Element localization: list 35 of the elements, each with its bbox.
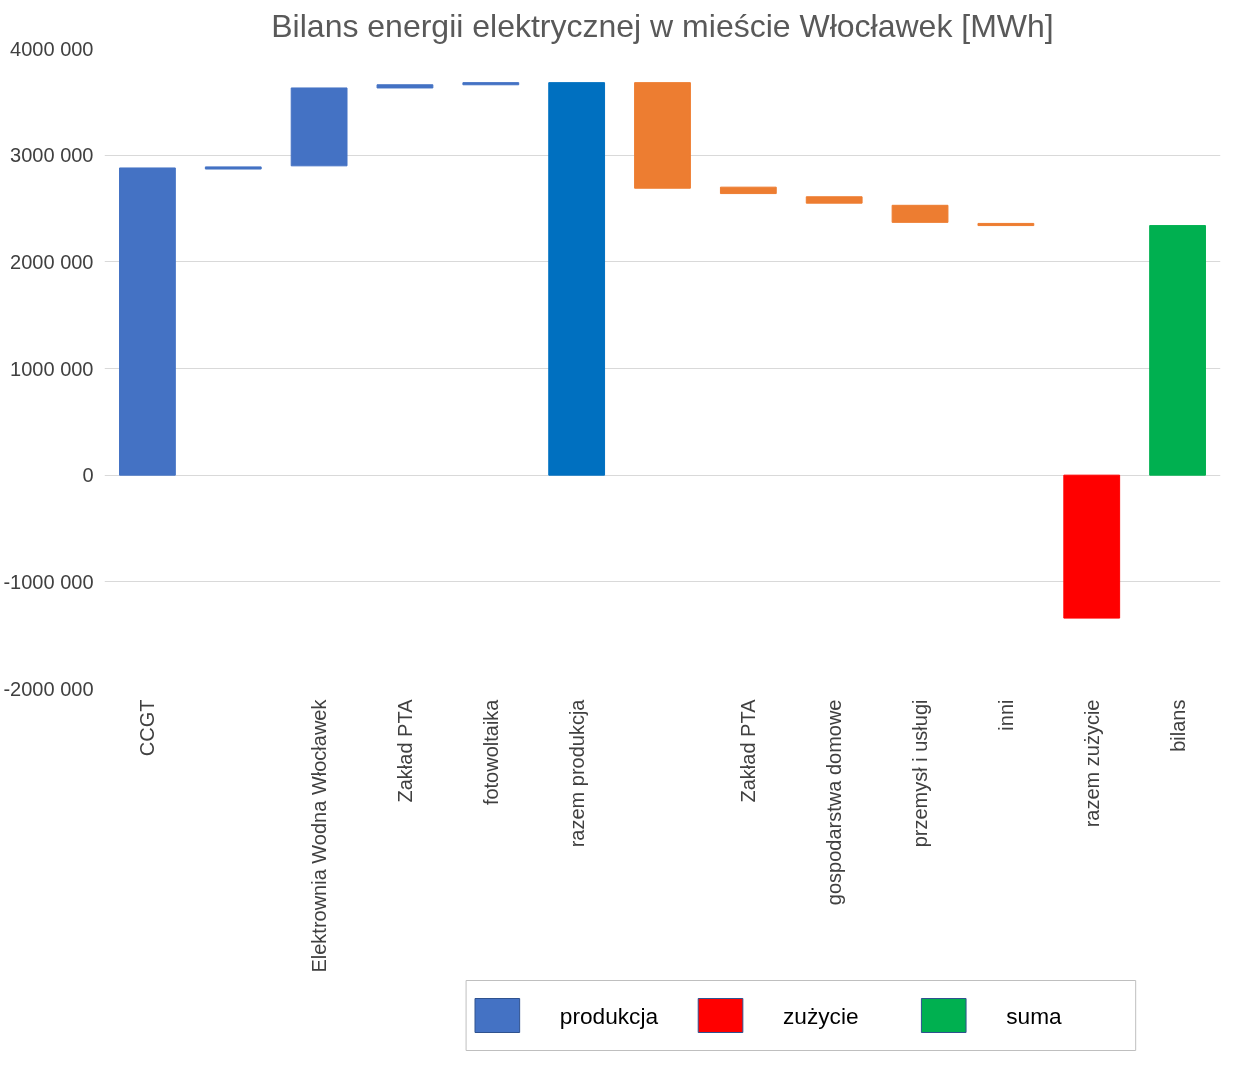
- bar: [805, 196, 863, 204]
- bar: [462, 82, 520, 86]
- x-tick-label: bilans: [1166, 699, 1189, 752]
- x-tick-label: Zakład PTA: [393, 698, 416, 803]
- bar: [290, 87, 348, 167]
- bar: [204, 166, 262, 170]
- bar: [1149, 225, 1206, 476]
- bar: [634, 82, 691, 189]
- bar: [119, 167, 176, 476]
- legend-label: produkcja: [559, 1002, 659, 1029]
- chart-title: Bilans energii elektrycznej w mieście Włocławek [MWh]: [271, 7, 1054, 44]
- x-tick-label: gospodarstwa domowe: [823, 699, 846, 906]
- y-tick-label: 4000 000: [10, 37, 94, 60]
- x-tick-label: Zakład PTA: [737, 698, 760, 803]
- bar: [891, 204, 949, 223]
- legend-label: suma: [1006, 1002, 1063, 1029]
- x-tick-label: razem produkcja: [565, 698, 588, 848]
- legend-label: zużycie: [783, 1002, 859, 1029]
- y-tick-label: 0: [82, 464, 94, 487]
- x-tick-label: fotowoltaika: [479, 698, 502, 806]
- bar: [376, 84, 434, 89]
- bar: [548, 82, 606, 476]
- y-tick-label: 1000 000: [10, 357, 94, 380]
- y-tick-label: -1000 000: [3, 570, 94, 593]
- y-tick-label: 3000 000: [10, 144, 94, 167]
- bar: [977, 222, 1035, 227]
- bar: [719, 186, 777, 195]
- bar: [1063, 474, 1121, 619]
- x-tick-label: przemysł i usługi: [909, 699, 932, 848]
- y-tick-label: 2000 000: [10, 250, 94, 273]
- x-tick-label: CCGT: [136, 699, 159, 757]
- y-tick-label: -2000 000: [3, 677, 94, 700]
- x-tick-label: inni: [994, 699, 1017, 731]
- x-tick-label: Elektrownia Wodna Włocławek: [308, 698, 331, 973]
- x-tick-label: razem zużycie: [1080, 699, 1103, 828]
